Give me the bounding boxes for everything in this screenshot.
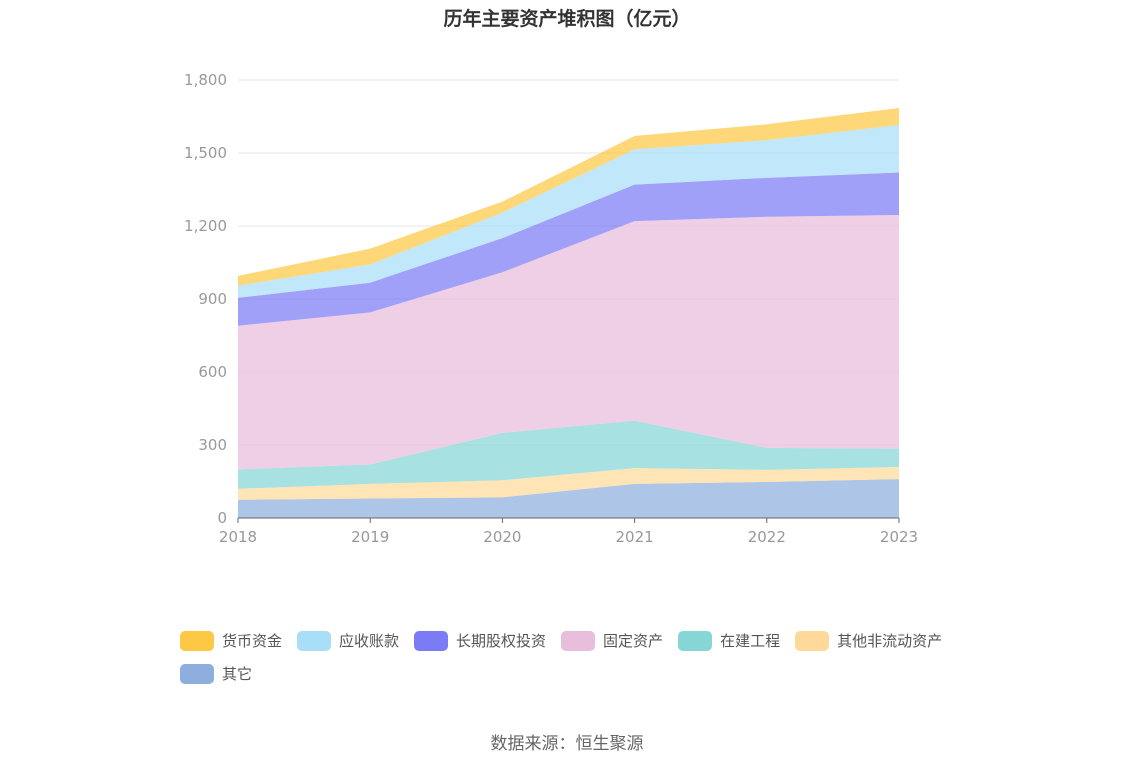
legend-item[interactable]: 固定资产 (561, 630, 663, 651)
y-tick-label: 0 (217, 509, 227, 527)
chart-title: 历年主要资产堆积图（亿元） (443, 8, 691, 30)
legend-label: 其它 (222, 665, 253, 683)
y-tick-label: 1,800 (184, 71, 227, 89)
y-tick-label: 600 (198, 363, 227, 381)
legend-swatch (561, 630, 596, 651)
x-tick-label: 2023 (880, 528, 918, 546)
axis-layer: 0 300 600 900 1,200 1,500 1,800 2018 2019 2020 202… (184, 71, 918, 546)
legend-swatch (678, 630, 713, 651)
legend-item[interactable]: 其它 (180, 663, 252, 684)
legend-item[interactable]: 应收账款 (297, 630, 399, 651)
legend-label: 应收账款 (339, 632, 400, 650)
legend-label: 其他非流动资产 (837, 632, 943, 650)
legend-item[interactable]: 长期股权投资 (414, 630, 546, 651)
legend-swatch (180, 630, 214, 651)
x-tick-label: 2019 (351, 528, 389, 546)
legend-swatch (414, 630, 449, 651)
x-tick-label: 2021 (616, 528, 654, 546)
legend: 货币资金 应收账款 长期股权投资 固定资产 在建工程 其他非流动资产其它 (180, 630, 980, 696)
y-tick-label: 1,200 (184, 217, 227, 235)
area-series (238, 107, 899, 286)
data-source: 数据来源：恒生聚源 (490, 734, 644, 754)
legend-item[interactable]: 货币资金 (180, 630, 282, 651)
legend-label: 货币资金 (222, 632, 283, 650)
area-series (238, 466, 899, 500)
legend-swatch (795, 630, 830, 651)
legend-swatch (297, 630, 332, 651)
area-layer (238, 107, 899, 518)
legend-label: 固定资产 (603, 632, 664, 650)
area-series (238, 420, 899, 489)
y-tick-label: 900 (198, 290, 227, 308)
legend-item[interactable]: 其他非流动资产 (795, 630, 942, 651)
x-tick-label: 2022 (748, 528, 786, 546)
area-series (238, 172, 899, 326)
area-series (238, 125, 899, 298)
legend-label: 在建工程 (720, 632, 781, 650)
area-series (238, 215, 899, 470)
y-tick-label: 300 (198, 436, 227, 454)
legend-label: 长期股权投资 (456, 632, 547, 650)
y-tick-label: 1,500 (184, 144, 227, 162)
legend-item[interactable]: 在建工程 (678, 630, 780, 651)
x-tick-label: 2018 (219, 528, 257, 546)
legend-swatch (180, 663, 214, 684)
x-tick-label: 2020 (483, 528, 521, 546)
area-series (238, 479, 899, 518)
